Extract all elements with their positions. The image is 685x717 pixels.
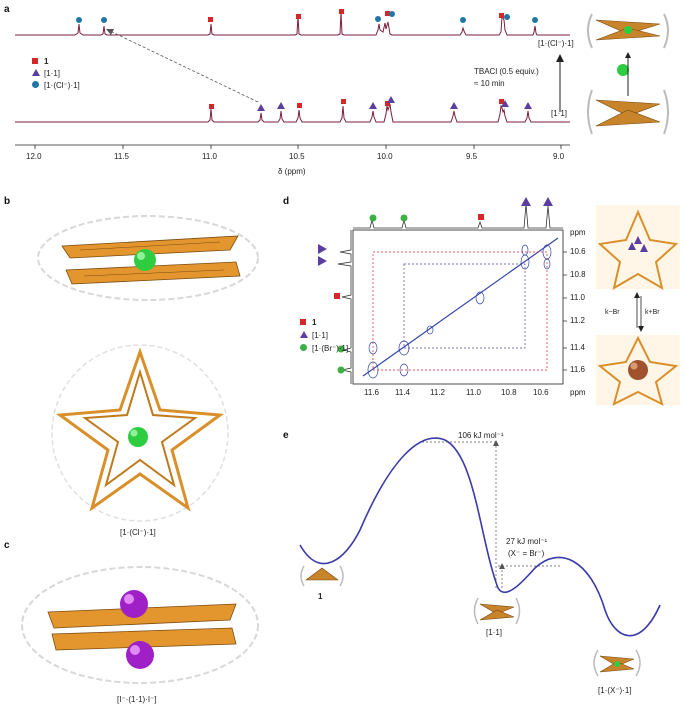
cl-complex-schematic: [587, 13, 669, 49]
panel-b-caption: [1·(Cl⁻)·1]: [120, 528, 156, 537]
cl-complex-peak-marker: [76, 17, 82, 23]
d-x-tick: 10.6: [533, 388, 549, 397]
cl-complex-peak-marker: [389, 11, 395, 17]
dimer-pictogram: [473, 597, 521, 625]
d-x-tick: 11.4: [395, 388, 410, 397]
cl-complex-peak-marker: [101, 17, 107, 23]
legend-a-item-1: 1: [32, 57, 48, 66]
monomer-peak-marker: [296, 14, 301, 19]
monomer-peak-marker: [341, 99, 346, 104]
panel-label-b: b: [4, 196, 11, 207]
monomer-pictogram: [300, 565, 344, 587]
top-trace-label: [1·(Cl⁻)·1]: [538, 39, 574, 48]
legend-d-item-3: [1·(Br⁻)·1]: [300, 344, 348, 353]
state-3-label: [1·(X⁻)·1]: [598, 686, 632, 695]
monomer-peak-marker: [209, 104, 214, 109]
d-y-tick: 11.2: [570, 316, 585, 325]
d-x-tick: 11.0: [466, 388, 481, 397]
chloride-ion: [617, 64, 629, 76]
dimer-peak-marker: [387, 96, 395, 103]
monomer-peak-marker: [499, 13, 504, 18]
k-minus-label: k−Br: [605, 309, 620, 316]
legend-a-item-3: [1·(Cl⁻)·1]: [32, 81, 80, 90]
schematic-arrowhead: [625, 52, 631, 58]
monomer-peak-marker: [499, 99, 504, 104]
condition-line-2: ≈ 10 min: [474, 79, 505, 88]
panel-label-e: e: [283, 430, 289, 441]
x-tick-label: 10.0: [377, 152, 393, 161]
iodide-ion-top: [120, 590, 148, 618]
dimer-peak-marker: [450, 102, 458, 109]
x-tick-label: 9.5: [466, 152, 478, 161]
noesy-frame: [352, 229, 564, 385]
x-tick-label: 11.0: [202, 152, 217, 161]
panel-label-a: a: [4, 4, 10, 15]
d-x-tick: 10.8: [501, 388, 517, 397]
panel-a-spectra: [15, 9, 669, 149]
monomer-peak-marker: [385, 101, 390, 106]
halide-complex-pictogram: [593, 649, 641, 677]
state-1-label: 1: [318, 592, 323, 601]
second-barrier-sub: (X⁻ = Br⁻): [508, 549, 545, 558]
monomer-peak-marker: [385, 11, 390, 16]
panel-label-c: c: [4, 540, 10, 551]
monomer-peak-marker: [297, 103, 302, 108]
energy-profile-curve: [299, 437, 661, 637]
bromide-complex-topview: [596, 335, 680, 406]
dimer-schematic: [587, 89, 669, 135]
x-tick-label: 12.0: [26, 152, 42, 161]
top-view-complex: [51, 344, 229, 522]
state-2-label: [1·1]: [486, 628, 503, 637]
iodide-ion-bottom: [126, 641, 154, 669]
panel-c-caption: [I⁻·(1·1)·I⁻]: [117, 695, 157, 704]
d-y-tick: 11.4: [570, 343, 585, 352]
legend-a-item-2: [1·1]: [32, 69, 60, 78]
top-nmr-trace: [15, 11, 570, 36]
x-axis-label: δ (ppm): [278, 167, 306, 176]
cl-complex-peak-marker: [504, 14, 510, 20]
time-arrowhead: [556, 54, 564, 62]
dimer-topview: [596, 205, 680, 291]
d-y-tick: 11.0: [570, 293, 585, 302]
d-y-unit: ppm: [570, 228, 586, 237]
cl-complex-peak-marker: [375, 16, 381, 22]
d-x-tick: 11.6: [364, 388, 379, 397]
dimer-peak-marker: [524, 102, 532, 109]
shift-arrowhead: [106, 29, 114, 35]
dimer-peak-marker: [277, 102, 285, 109]
legend-d-item-1: 1: [300, 318, 316, 327]
cl-complex-peak-marker: [460, 17, 466, 23]
d-x-tick: 11.2: [430, 388, 445, 397]
side-view-capsule: [37, 215, 259, 301]
dimer-peak-marker: [501, 100, 509, 107]
condition-line-1: TBACl (0.5 equiv.): [474, 67, 539, 76]
x-tick-label: 10.5: [289, 152, 305, 161]
d-x-unit: ppm: [570, 388, 586, 397]
cl-complex-peak-marker: [532, 17, 538, 23]
d-y-tick: 10.8: [570, 270, 586, 279]
dimer-peak-marker: [257, 104, 265, 111]
dimer-peak-marker: [369, 102, 377, 109]
second-barrier-label: 27 kJ mol⁻¹: [506, 537, 548, 546]
k-plus-label: k+Br: [645, 309, 660, 316]
x-tick-label: 11.5: [114, 152, 129, 161]
shift-arrow: [109, 30, 259, 103]
panel-label-d: d: [283, 196, 290, 207]
x-axis-ticks: [34, 145, 562, 149]
d-y-tick: 10.6: [570, 247, 586, 256]
monomer-peak-marker: [208, 17, 213, 22]
legend-d-item-2: [1·1]: [300, 331, 328, 340]
bottom-trace-label: [1·1]: [551, 109, 568, 118]
barrier-label: 106 kJ mol⁻¹: [458, 431, 504, 440]
monomer-peak-marker: [339, 9, 344, 14]
d-y-tick: 11.6: [570, 365, 585, 374]
x-tick-label: 9.0: [553, 152, 565, 161]
bottom-nmr-trace: [15, 103, 570, 123]
